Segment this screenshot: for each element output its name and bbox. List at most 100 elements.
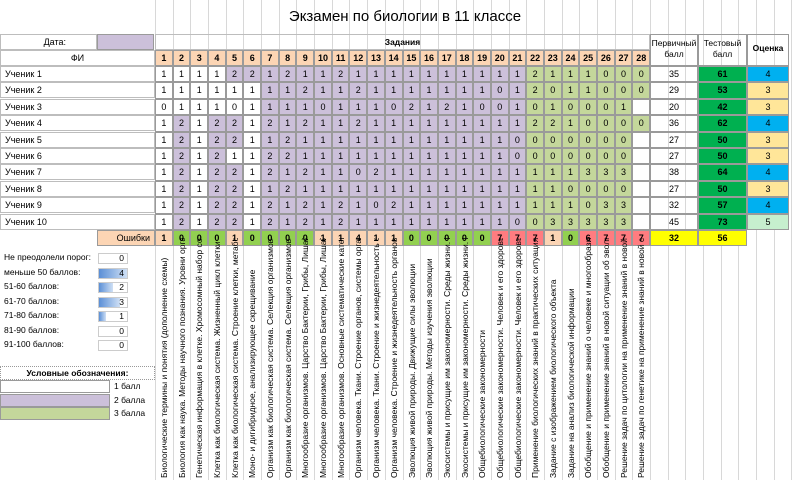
score-cell[interactable]: 1 bbox=[296, 148, 315, 165]
score-cell[interactable]: 1 bbox=[155, 197, 173, 214]
score-cell[interactable]: 1 bbox=[561, 115, 580, 132]
score-cell[interactable]: 1 bbox=[561, 164, 580, 181]
score-cell[interactable]: 0 bbox=[579, 197, 597, 214]
score-cell[interactable]: 1 bbox=[331, 115, 350, 132]
score-cell[interactable]: 1 bbox=[420, 82, 438, 99]
score-cell[interactable]: 1 bbox=[261, 131, 279, 148]
score-cell[interactable]: 2 bbox=[172, 131, 191, 148]
score-cell[interactable]: 0 bbox=[490, 98, 509, 116]
score-cell[interactable]: 2 bbox=[296, 82, 315, 99]
score-cell[interactable]: 1 bbox=[490, 164, 509, 181]
score-cell[interactable]: 1 bbox=[261, 82, 279, 99]
score-cell[interactable]: 0 bbox=[543, 131, 562, 148]
score-cell[interactable]: 0 bbox=[508, 213, 527, 230]
score-cell[interactable]: 1 bbox=[473, 115, 491, 132]
score-cell[interactable]: 1 bbox=[190, 164, 209, 181]
score-cell[interactable]: 1 bbox=[261, 66, 279, 83]
score-cell[interactable]: 1 bbox=[526, 197, 544, 214]
score-cell[interactable]: 0 bbox=[508, 131, 527, 148]
score-cell[interactable]: 1 bbox=[331, 180, 350, 198]
score-cell[interactable]: 1 bbox=[314, 197, 332, 214]
score-cell[interactable]: 1 bbox=[490, 115, 509, 132]
score-cell[interactable]: 2 bbox=[172, 148, 191, 165]
score-cell[interactable]: 1 bbox=[190, 148, 209, 165]
score-cell[interactable]: 1 bbox=[455, 82, 474, 99]
score-cell[interactable]: 1 bbox=[455, 164, 474, 181]
score-cell[interactable]: 1 bbox=[331, 164, 350, 181]
score-cell[interactable]: 0 bbox=[155, 98, 173, 116]
student-name[interactable]: Ученик 4 bbox=[0, 115, 155, 132]
score-cell[interactable]: 0 bbox=[579, 115, 597, 132]
score-cell[interactable]: 2 bbox=[296, 115, 315, 132]
score-cell[interactable]: 1 bbox=[172, 82, 191, 99]
score-cell[interactable]: 2 bbox=[526, 82, 544, 99]
score-cell[interactable]: 1 bbox=[561, 197, 580, 214]
score-cell[interactable]: 0 bbox=[632, 82, 651, 99]
score-cell[interactable]: 1 bbox=[473, 197, 491, 214]
student-name[interactable]: Ученик 10 bbox=[0, 213, 155, 230]
score-cell[interactable] bbox=[632, 180, 651, 198]
score-cell[interactable]: 1 bbox=[331, 98, 350, 116]
score-cell[interactable]: 1 bbox=[490, 131, 509, 148]
score-cell[interactable]: 1 bbox=[155, 115, 173, 132]
score-cell[interactable]: 1 bbox=[296, 180, 315, 198]
score-cell[interactable]: 1 bbox=[190, 82, 209, 99]
score-cell[interactable]: 1 bbox=[278, 82, 297, 99]
score-cell[interactable]: 1 bbox=[384, 213, 403, 230]
score-cell[interactable]: 1 bbox=[367, 115, 385, 132]
score-cell[interactable]: 1 bbox=[402, 180, 421, 198]
student-name[interactable]: Ученик 9 bbox=[0, 197, 155, 214]
score-cell[interactable]: 1 bbox=[402, 131, 421, 148]
score-cell[interactable]: 0 bbox=[597, 66, 615, 83]
score-cell[interactable]: 1 bbox=[384, 180, 403, 198]
score-cell[interactable]: 0 bbox=[597, 131, 615, 148]
score-cell[interactable]: 1 bbox=[331, 131, 350, 148]
score-cell[interactable]: 1 bbox=[367, 66, 385, 83]
score-cell[interactable]: 2 bbox=[278, 131, 297, 148]
score-cell[interactable]: 1 bbox=[420, 213, 438, 230]
score-cell[interactable]: 1 bbox=[455, 197, 474, 214]
score-cell[interactable]: 1 bbox=[225, 148, 244, 165]
score-cell[interactable]: 1 bbox=[455, 98, 474, 116]
score-cell[interactable]: 2 bbox=[225, 213, 244, 230]
score-cell[interactable]: 1 bbox=[296, 98, 315, 116]
score-cell[interactable]: 1 bbox=[367, 213, 385, 230]
score-cell[interactable]: 1 bbox=[420, 180, 438, 198]
score-cell[interactable]: 2 bbox=[278, 180, 297, 198]
score-cell[interactable]: 0 bbox=[632, 66, 651, 83]
score-cell[interactable]: 1 bbox=[278, 164, 297, 181]
score-cell[interactable]: 1 bbox=[225, 82, 244, 99]
score-cell[interactable]: 1 bbox=[243, 213, 262, 230]
score-cell[interactable]: 0 bbox=[632, 115, 651, 132]
score-cell[interactable]: 2 bbox=[208, 131, 226, 148]
score-cell[interactable]: 1 bbox=[190, 197, 209, 214]
score-cell[interactable]: 1 bbox=[314, 82, 332, 99]
score-cell[interactable]: 1 bbox=[155, 213, 173, 230]
score-cell[interactable]: 1 bbox=[190, 180, 209, 198]
score-cell[interactable]: 2 bbox=[261, 115, 279, 132]
score-cell[interactable]: 1 bbox=[349, 66, 368, 83]
score-cell[interactable]: 1 bbox=[190, 66, 209, 83]
score-cell[interactable]: 2 bbox=[172, 213, 191, 230]
score-cell[interactable]: 3 bbox=[597, 213, 615, 230]
score-cell[interactable]: 1 bbox=[155, 164, 173, 181]
score-cell[interactable]: 1 bbox=[243, 98, 262, 116]
score-cell[interactable]: 1 bbox=[261, 180, 279, 198]
score-cell[interactable]: 0 bbox=[473, 98, 491, 116]
score-cell[interactable]: 1 bbox=[490, 213, 509, 230]
score-cell[interactable]: 0 bbox=[579, 180, 597, 198]
score-cell[interactable]: 2 bbox=[208, 148, 226, 165]
score-cell[interactable]: 0 bbox=[597, 148, 615, 165]
score-cell[interactable]: 1 bbox=[579, 82, 597, 99]
score-cell[interactable]: 1 bbox=[490, 66, 509, 83]
score-cell[interactable]: 1 bbox=[473, 131, 491, 148]
score-cell[interactable]: 1 bbox=[490, 148, 509, 165]
score-cell[interactable]: 1 bbox=[508, 180, 527, 198]
score-cell[interactable]: 0 bbox=[225, 98, 244, 116]
student-name[interactable]: Ученик 5 bbox=[0, 131, 155, 148]
score-cell[interactable]: 1 bbox=[508, 98, 527, 116]
score-cell[interactable]: 2 bbox=[296, 213, 315, 230]
score-cell[interactable]: 1 bbox=[455, 66, 474, 83]
score-cell[interactable] bbox=[632, 131, 651, 148]
student-name[interactable]: Ученик 1 bbox=[0, 66, 155, 82]
